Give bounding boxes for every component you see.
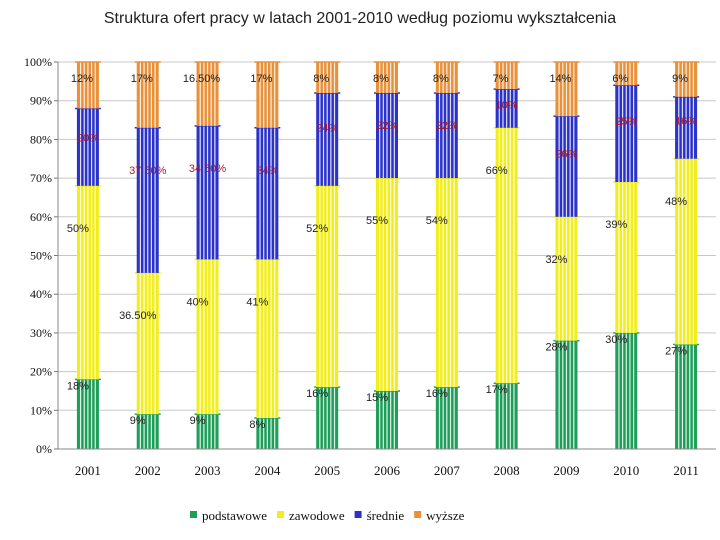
data-label: 52% [306, 223, 328, 235]
data-label: 36.50% [119, 310, 157, 322]
legend-swatch-zawodowe [277, 511, 284, 518]
data-label: 14% [549, 73, 571, 85]
data-label: 55% [366, 215, 388, 227]
data-labels: 18% 50% 20% 12% 9% 36.50% 37.50% 17% 9% 40% 34.50%… [67, 73, 697, 431]
x-tick-label: 2007 [434, 463, 461, 478]
data-label: 22% [436, 120, 458, 132]
x-tick-label: 2011 [673, 463, 699, 478]
data-label: 30% [605, 334, 627, 346]
y-tick-label: 90% [30, 94, 52, 108]
data-label: 8% [313, 73, 329, 85]
legend-label-zawodowe: zawodowe [289, 508, 345, 523]
x-tick-label: 2010 [613, 463, 639, 478]
y-tick-label: 80% [30, 132, 52, 146]
y-tick-label: 30% [30, 326, 52, 340]
x-tick-label: 2009 [553, 463, 579, 478]
y-tick-label: 50% [30, 249, 52, 263]
y-tick-label: 10% [30, 403, 52, 417]
data-label: 9% [190, 415, 206, 427]
data-label: 27% [665, 346, 687, 358]
data-label: 7% [493, 73, 509, 85]
data-label: 37.50% [129, 165, 167, 177]
data-label: 17% [486, 384, 508, 396]
data-label: 16% [306, 388, 328, 400]
legend-swatch-podstawowe [190, 511, 197, 518]
data-label: 16% [675, 116, 697, 128]
data-label: 6% [612, 73, 628, 85]
x-tick-label: 2003 [195, 463, 221, 478]
legend: podstawowe zawodowe średnie wyższe [190, 508, 465, 523]
data-label: 34% [256, 165, 278, 177]
data-label: 8% [373, 73, 389, 85]
y-tick-label: 100% [24, 55, 52, 69]
y-tick-label: 40% [30, 287, 52, 301]
data-label: 9% [672, 73, 688, 85]
data-label: 18% [67, 380, 89, 392]
data-label: 17% [131, 73, 153, 85]
axes: 0% 10% 20% 30% 40% 50% 60% 70% 80% 90% 100% 2001 200… [24, 55, 716, 478]
y-tick-label: 60% [30, 210, 52, 224]
data-label: 25% [615, 116, 637, 128]
data-label: 41% [246, 296, 268, 308]
data-label: 40% [187, 296, 209, 308]
data-label: 28% [545, 342, 567, 354]
x-tick-label: 2004 [254, 463, 281, 478]
x-tick-label: 2005 [314, 463, 340, 478]
data-label: 12% [71, 73, 93, 85]
data-label: 32% [545, 254, 567, 266]
x-tick-label: 2001 [75, 463, 101, 478]
legend-swatch-wyższe [414, 511, 422, 518]
y-tick-label: 0% [36, 442, 52, 456]
data-label: 10% [496, 100, 518, 112]
data-label: 16.50% [183, 73, 221, 85]
data-label: 22% [376, 120, 398, 132]
legend-label-wyższe: wyższe [426, 508, 464, 523]
data-label: 8% [249, 419, 265, 431]
legend-label-podstawowe: podstawowe [202, 508, 267, 523]
data-label: 26% [555, 148, 577, 160]
data-label: 8% [433, 73, 449, 85]
bars [74, 61, 700, 449]
data-label: 9% [130, 415, 146, 427]
x-tick-label: 2008 [494, 463, 520, 478]
chart-title: Struktura ofert pracy w latach 2001-2010… [103, 10, 617, 27]
data-label: 39% [605, 219, 627, 231]
x-tick-label: 2002 [135, 463, 161, 478]
data-label: 15% [366, 392, 388, 404]
data-label: 24% [316, 122, 338, 134]
data-label: 20% [77, 133, 99, 145]
y-tick-label: 20% [30, 365, 52, 379]
data-label: 66% [486, 165, 508, 177]
x-tick-label: 2006 [374, 463, 401, 478]
y-tick-label: 70% [30, 171, 52, 185]
data-label: 54% [426, 215, 448, 227]
data-label: 34.50% [189, 163, 227, 175]
data-label: 17% [250, 73, 272, 85]
data-label: 48% [665, 196, 687, 208]
legend-label-średnie: średnie [367, 508, 405, 523]
legend-swatch-średnie [354, 511, 362, 518]
data-label: 50% [67, 223, 89, 235]
data-label: 16% [426, 388, 448, 400]
